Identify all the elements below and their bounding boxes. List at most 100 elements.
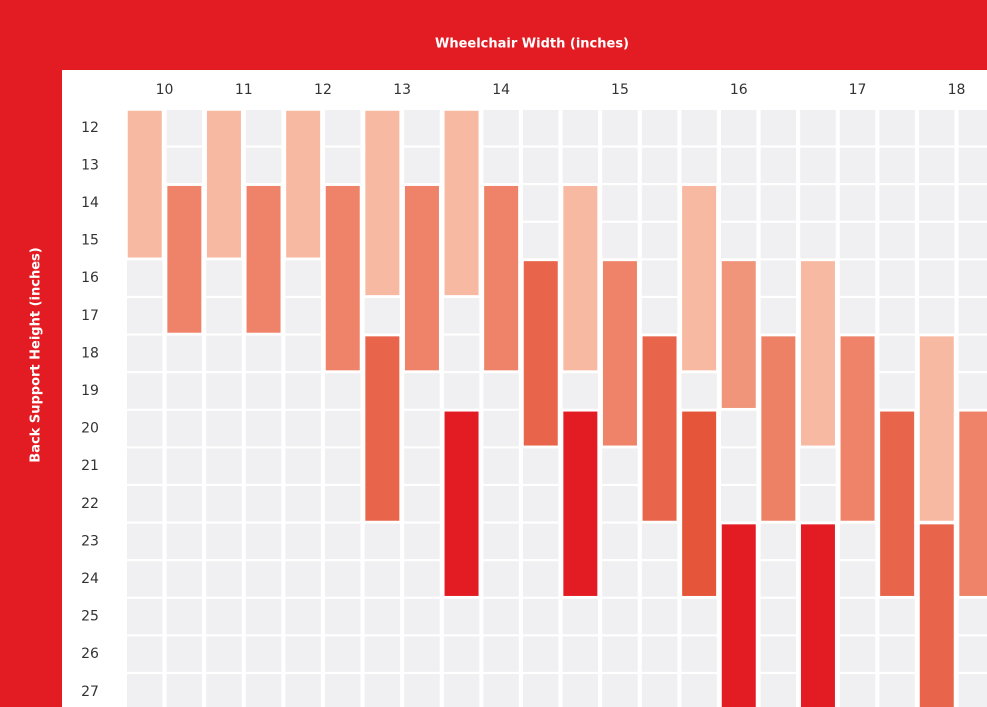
grid-cell: [245, 110, 282, 146]
grid-cell: [760, 598, 797, 635]
grid-cell: [602, 222, 638, 259]
grid-cell: [958, 335, 987, 372]
grid-cell: [166, 410, 203, 447]
grid-cell: [245, 335, 282, 372]
grid-cell: [285, 410, 321, 447]
grid-cell: [958, 373, 987, 409]
grid-cell: [523, 110, 559, 146]
grid-cell: [602, 110, 638, 146]
grid-cell: [127, 636, 163, 672]
grid-cell: [404, 523, 440, 560]
grid-cell: [166, 448, 203, 484]
grid-cell: [681, 598, 717, 635]
grid-cell: [602, 448, 638, 484]
grid-cell: [681, 674, 717, 707]
grid-cell: [641, 298, 678, 334]
grid-cell: [325, 674, 361, 707]
grid-cell: [800, 448, 836, 484]
grid-cell: [166, 598, 203, 635]
grid-cell: [681, 147, 717, 184]
chart-title: Wheelchair Width (inches): [435, 37, 629, 52]
x-tick-label: 12: [314, 82, 332, 98]
grid-cell: [404, 373, 440, 409]
grid-cell: [127, 260, 163, 296]
grid-cell: [127, 561, 163, 597]
grid-cell: [919, 222, 955, 259]
grid-cell: [404, 110, 440, 146]
grid-cell: [839, 674, 876, 707]
grid-cell: [839, 598, 876, 635]
grid-cell: [285, 561, 321, 597]
range-bar: [918, 334, 956, 523]
grid-cell: [404, 486, 440, 522]
grid-cell: [443, 373, 480, 409]
grid-cell: [721, 147, 757, 184]
grid-cell: [325, 636, 361, 672]
grid-cell: [127, 410, 163, 447]
grid-cell: [919, 147, 955, 184]
grid-cell: [285, 523, 321, 560]
grid-cell: [760, 561, 797, 597]
grid-cell: [166, 335, 203, 372]
grid-cell: [483, 561, 519, 597]
grid-cell: [958, 222, 987, 259]
y-tick-label: 16: [81, 270, 99, 286]
grid-cell: [483, 410, 519, 447]
grid-cell: [166, 561, 203, 597]
grid-cell: [800, 110, 836, 146]
grid-cell: [523, 598, 559, 635]
grid-cell: [879, 260, 915, 296]
grid-cell: [245, 561, 282, 597]
grid-cell: [800, 486, 836, 522]
grid-cell: [127, 523, 163, 560]
grid-cell: [325, 561, 361, 597]
grid-cell: [206, 448, 242, 484]
grid-cell: [404, 561, 440, 597]
range-bar: [918, 522, 956, 707]
grid-cell: [523, 636, 559, 672]
grid-cell: [760, 674, 797, 707]
grid-cell: [958, 147, 987, 184]
grid-cell: [245, 373, 282, 409]
grid-cell: [443, 636, 480, 672]
y-tick-label: 25: [81, 609, 99, 625]
grid-cell: [166, 674, 203, 707]
range-bar: [363, 109, 401, 297]
grid-cell: [721, 185, 757, 221]
grid-cell: [483, 373, 519, 409]
grid-cell: [879, 598, 915, 635]
grid-cell: [325, 486, 361, 522]
grid-cell: [641, 110, 678, 146]
grid-cell: [562, 110, 599, 146]
grid-cell: [206, 523, 242, 560]
grid-cell: [404, 636, 440, 672]
y-tick-label: 21: [81, 458, 99, 474]
grid-cell: [721, 410, 757, 447]
range-bar: [601, 259, 639, 448]
grid-cell: [839, 185, 876, 221]
grid-cell: [325, 373, 361, 409]
grid-cell: [958, 598, 987, 635]
range-bar: [799, 522, 837, 707]
range-bar: [957, 410, 987, 598]
grid-cell: [285, 260, 321, 296]
grid-cell: [879, 636, 915, 672]
grid-cell: [245, 448, 282, 484]
range-bar: [759, 334, 797, 523]
grid-cell: [166, 523, 203, 560]
grid-cell: [562, 636, 599, 672]
grid-cell: [483, 636, 519, 672]
grid-cell: [760, 185, 797, 221]
grid-cell: [523, 222, 559, 259]
y-tick-label: 18: [81, 345, 99, 361]
grid-cell: [760, 298, 797, 334]
grid-cell: [404, 410, 440, 447]
grid-cell: [760, 222, 797, 259]
grid-cell: [285, 335, 321, 372]
y-tick-label: 13: [81, 157, 99, 173]
grid-cell: [602, 561, 638, 597]
range-bar: [482, 184, 520, 372]
grid-cell: [681, 373, 717, 409]
grid-cell: [602, 674, 638, 707]
range-bar: [720, 522, 758, 707]
